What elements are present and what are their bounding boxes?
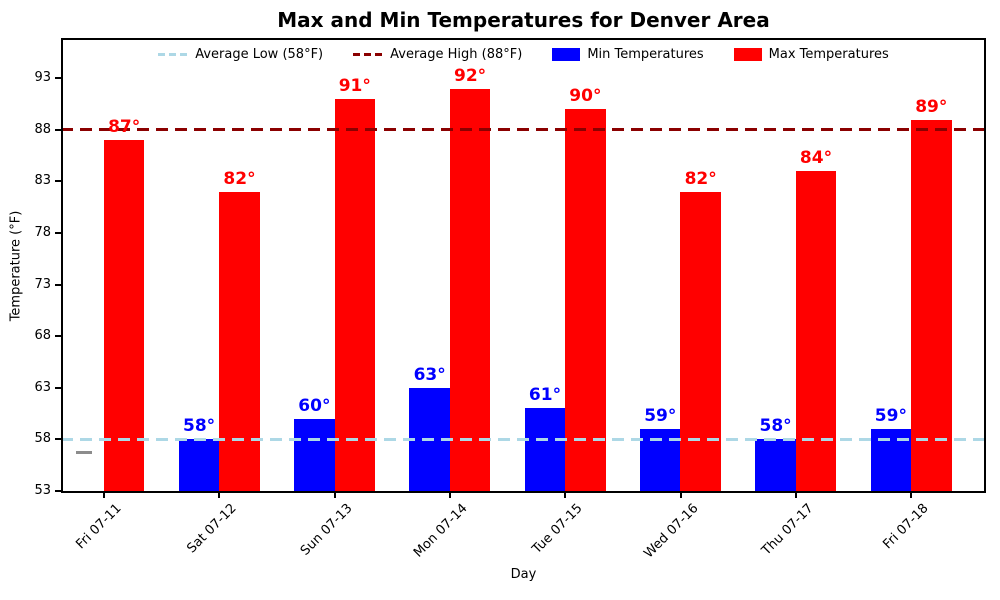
x-axis-tick	[794, 493, 797, 498]
x-axis-tick	[103, 493, 105, 498]
x-axis-tick-label: Tue 07-15	[529, 501, 586, 557]
y-axis-tick	[55, 128, 61, 131]
max-temp-value-label: 87°	[108, 117, 141, 138]
x-axis-tick-label: Sun 07-13	[297, 501, 356, 559]
x-axis-tick-label: Mon 07-14	[410, 501, 471, 561]
y-axis-tick-label: 93	[34, 70, 51, 86]
reference-line-avg-low	[61, 437, 986, 441]
legend-item: Average Low (58°F)	[158, 47, 323, 62]
y-axis-tick-label: 88	[34, 121, 51, 137]
legend-item: Min Temperatures	[552, 47, 704, 62]
plot-area: 58° 60° 63° 61° 59° 58° 59° 87° 82° 91° 92° 90° 82° 8…	[61, 38, 986, 493]
max-temp-value-label: 90°	[569, 86, 602, 107]
y-axis-tick	[55, 438, 61, 441]
y-axis-tick-label: 78	[34, 225, 51, 240]
x-axis-tick-label: Sat 07-12	[184, 501, 240, 557]
legend-item: Average High (88°F)	[353, 47, 522, 62]
max-temp-value-label: 82°	[684, 168, 717, 189]
max-temp-value-label: 84°	[799, 148, 833, 169]
min-temp-value-label: 63°	[413, 364, 446, 385]
x-axis-tick	[448, 493, 451, 498]
min-temp-value-label: 59°	[644, 406, 677, 427]
y-axis-tick	[55, 283, 61, 286]
x-axis-tick	[333, 493, 336, 498]
max-temp-bar	[911, 119, 952, 493]
chart-title: Max and Min Temperatures for Denver Area	[277, 8, 770, 32]
max-temp-bar	[795, 171, 837, 493]
x-axis-tick-label: Fri 07-18	[880, 501, 932, 553]
x-axis-label: Day	[510, 567, 537, 582]
x-axis-tick-label: Wed 07-16	[640, 501, 702, 562]
legend-color-swatch	[733, 48, 762, 61]
missing-min-data-dash	[75, 450, 92, 455]
min-temp-value-label: 61°	[528, 385, 562, 406]
max-temp-value-label: 89°	[915, 96, 948, 117]
max-temp-bar	[103, 140, 145, 493]
legend-color-swatch	[552, 48, 581, 61]
y-axis-tick-label: 73	[34, 276, 51, 292]
reference-line-avg-high	[61, 128, 986, 132]
y-axis-tick	[55, 335, 61, 338]
legend-label: Min Temperatures	[587, 47, 704, 62]
y-axis-tick-label: 58	[34, 431, 51, 447]
max-temp-bar	[449, 88, 491, 493]
x-axis-tick	[910, 493, 913, 498]
legend-dashed-line-swatch	[353, 53, 384, 56]
x-axis-tick	[564, 493, 567, 498]
y-axis-tick	[55, 180, 61, 183]
y-axis-tick-label: 63	[34, 379, 51, 395]
legend-label: Average Low (58°F)	[195, 47, 324, 62]
y-axis-tick	[55, 386, 61, 389]
y-axis-tick-label: 53	[34, 482, 51, 498]
min-temp-bar	[524, 408, 566, 493]
legend-dashed-line-swatch	[158, 53, 189, 56]
min-temp-value-label: 60°	[298, 395, 331, 416]
legend-label: Max Temperatures	[768, 47, 889, 62]
y-axis-tick	[55, 232, 61, 234]
y-axis-tick-label: 68	[34, 328, 51, 344]
max-temp-value-label: 91°	[338, 75, 371, 96]
x-axis-tick-label: Fri 07-11	[73, 501, 125, 553]
x-axis-tick-label: Thu 07-17	[758, 501, 817, 559]
min-temp-value-label: 59°	[874, 406, 907, 427]
y-axis-tick	[55, 489, 61, 492]
max-temp-value-label: 82°	[223, 168, 256, 189]
y-axis-tick-label: 83	[34, 173, 51, 189]
max-temp-bar	[565, 109, 606, 493]
min-temp-bar	[294, 418, 335, 493]
legend-label: Average High (88°F)	[390, 47, 523, 62]
min-temp-value-label: 58°	[183, 416, 216, 437]
max-temp-value-label: 92°	[454, 65, 487, 86]
min-temp-value-label: 58°	[759, 416, 792, 437]
y-axis-tick	[55, 77, 61, 80]
legend-item: Max Temperatures	[733, 47, 889, 62]
chart-legend: Average Low (58°F) Average High (88°F) Min…	[61, 47, 986, 62]
min-temp-bar	[178, 439, 220, 493]
max-temp-bar	[219, 191, 260, 493]
max-temp-bar	[334, 98, 376, 493]
x-axis-tick	[679, 493, 682, 498]
min-temp-bar	[755, 439, 796, 493]
x-axis-tick	[218, 493, 221, 498]
max-temp-bar	[680, 191, 721, 493]
